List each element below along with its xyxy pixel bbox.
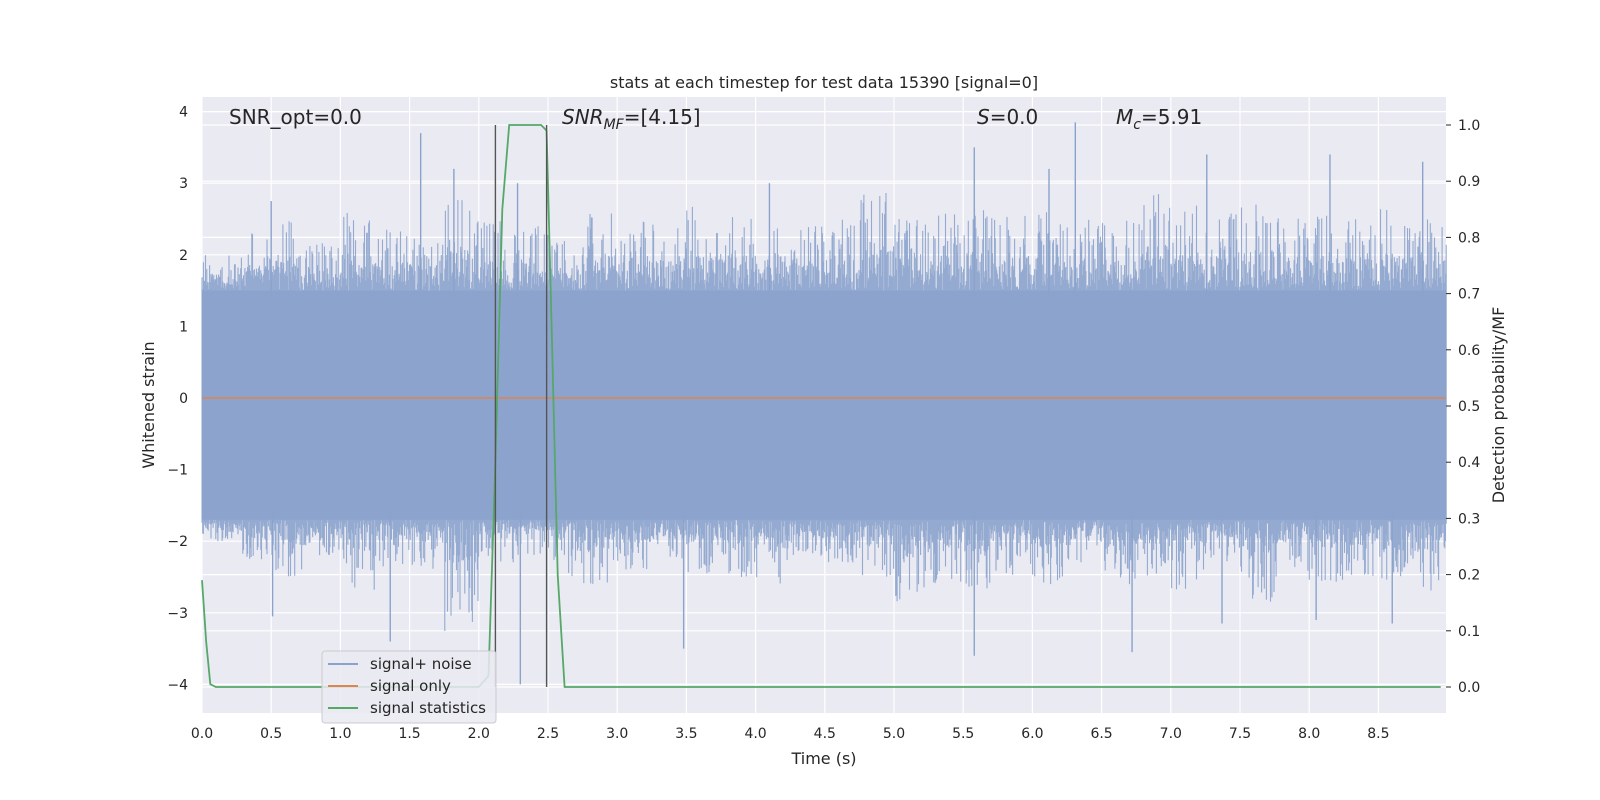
y-right-tick-label: 0.9 xyxy=(1458,174,1480,190)
x-tick-label: 2.5 xyxy=(537,726,559,742)
x-tick-label: 3.0 xyxy=(606,726,628,742)
x-tick-label: 3.5 xyxy=(675,726,697,742)
y-right-tick-label: 0.0 xyxy=(1458,680,1480,696)
legend-label-stats: signal statistics xyxy=(370,699,486,717)
annotation-s: S=0.0 xyxy=(977,105,1038,129)
x-tick-label: 7.5 xyxy=(1229,726,1251,742)
snr-mf-sub: MF xyxy=(604,117,625,133)
x-tick-label: 0.5 xyxy=(260,726,282,742)
y-right-tick-label: 1.0 xyxy=(1458,118,1480,134)
x-tick-label: 5.5 xyxy=(952,726,974,742)
y-tick-label: −4 xyxy=(167,677,188,693)
x-axis-label: Time (s) xyxy=(790,749,856,768)
signal-statistics-line xyxy=(201,124,1441,688)
signal-noise-series xyxy=(201,122,1447,685)
y-right-tick-label: 0.5 xyxy=(1458,399,1480,415)
y-tick-label: 2 xyxy=(179,248,188,264)
y-right-tick-label: 0.8 xyxy=(1458,230,1480,246)
y-right-tick-labels: 1.0 0.9 0.8 0.7 0.6 0.5 0.4 0.3 0.2 0.1 0.0 xyxy=(1446,118,1480,696)
y-axis-label: Whitened strain xyxy=(139,341,158,468)
mc-value: =5.91 xyxy=(1141,105,1202,129)
x-tick-label: 4.5 xyxy=(814,726,836,742)
snr-mf-value: =[4.15] xyxy=(624,105,701,129)
y-right-tick-label: 0.3 xyxy=(1458,511,1480,527)
legend-label-signal: signal only xyxy=(370,677,451,695)
x-tick-label: 5.0 xyxy=(883,726,905,742)
chart-title: stats at each timestep for test data 153… xyxy=(610,73,1038,92)
series-lines xyxy=(201,124,1446,688)
x-tick-label: 2.0 xyxy=(468,726,490,742)
y-tick-label: 1 xyxy=(179,319,188,335)
y-tick-label: −1 xyxy=(167,463,188,479)
y-right-tick-label: 0.6 xyxy=(1458,343,1480,359)
x-tick-label: 6.0 xyxy=(1021,726,1043,742)
y-tick-label: 4 xyxy=(179,105,188,121)
mc-main: M xyxy=(1116,105,1133,129)
y-tick-label: 0 xyxy=(179,391,188,407)
annotation-snr-mf: SNRMF=[4.15] xyxy=(562,105,701,133)
snr-mf-main: SNR xyxy=(562,105,604,129)
y-right-tick-label: 0.2 xyxy=(1458,568,1480,584)
x-tick-label: 4.0 xyxy=(744,726,766,742)
x-tick-label: 6.5 xyxy=(1090,726,1112,742)
vertical-markers xyxy=(494,125,548,687)
y-tick-label: −3 xyxy=(167,606,188,622)
x-tick-labels: 0.0 0.5 1.0 1.5 2.0 2.5 3.0 3.5 4.0 4.5 5.0 5.5 6.0 6… xyxy=(191,726,1390,742)
legend-label-noise: signal+ noise xyxy=(370,655,472,673)
mc-sub: c xyxy=(1133,117,1141,133)
s-main: S xyxy=(977,105,990,129)
y-right-tick-label: 0.1 xyxy=(1458,624,1480,640)
legend: signal+ noise signal only signal statist… xyxy=(321,650,497,724)
y-right-tick-label: 0.7 xyxy=(1458,287,1480,303)
legend-box xyxy=(321,650,497,724)
x-tick-label: 8.0 xyxy=(1298,726,1320,742)
y-tick-label: 3 xyxy=(179,176,188,192)
x-tick-label: 0.0 xyxy=(191,726,213,742)
y-axis-label-right: Detection probability/MF xyxy=(1489,307,1508,504)
x-tick-label: 1.0 xyxy=(329,726,351,742)
y-tick-labels: 4 3 2 1 0 −1 −2 −3 −4 xyxy=(167,105,188,694)
x-tick-label: 1.5 xyxy=(398,726,420,742)
y-tick-label: −2 xyxy=(167,534,188,550)
annotation-mc: Mc=5.91 xyxy=(1116,105,1202,133)
x-tick-label: 8.5 xyxy=(1367,726,1389,742)
x-tick-label: 7.0 xyxy=(1160,726,1182,742)
y-right-tick-label: 0.4 xyxy=(1458,455,1480,471)
noise-band xyxy=(202,290,1446,520)
annotation-snr-opt: SNR_opt=0.0 xyxy=(229,105,362,129)
s-value: =0.0 xyxy=(990,105,1039,129)
